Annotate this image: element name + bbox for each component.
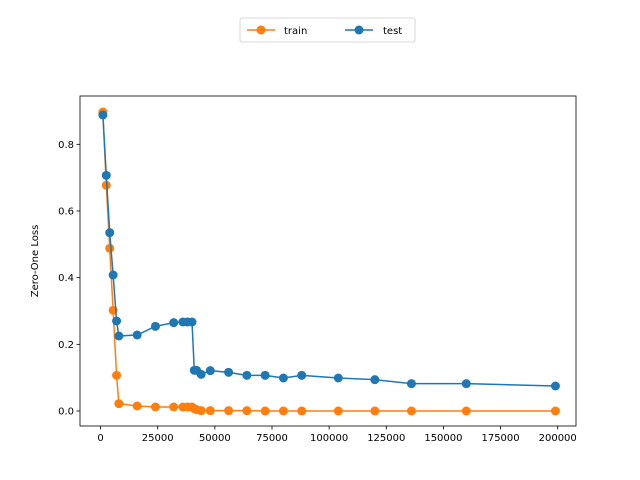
test-data-point <box>187 317 197 327</box>
train-data-point <box>196 406 206 416</box>
test-data-point <box>132 330 142 340</box>
x-tick-label: 75000 <box>256 433 288 444</box>
train-data-point <box>278 406 288 416</box>
y-tick-label: 0.2 <box>58 340 74 351</box>
train-data-point <box>169 402 179 412</box>
test-data-point <box>260 370 270 380</box>
legend-train-label: train <box>284 26 307 37</box>
test-data-point <box>196 369 206 379</box>
train-data-point <box>370 406 380 416</box>
test-data-point <box>105 228 115 238</box>
test-data-point <box>297 370 307 380</box>
legend-test-label: test <box>383 26 402 37</box>
test-data-point <box>278 373 288 383</box>
test-data-point <box>461 379 471 389</box>
test-data-point <box>112 316 122 326</box>
train-data-point <box>105 243 115 253</box>
x-tick-label: 0 <box>97 433 103 444</box>
x-tick-label: 200000 <box>539 433 577 444</box>
train-data-point <box>406 406 416 416</box>
legend-train-marker <box>256 25 266 35</box>
train-data-point <box>150 402 160 412</box>
train-data-point <box>260 406 270 416</box>
y-axis-label: Zero-One Loss <box>30 225 41 298</box>
test-data-point <box>333 373 343 383</box>
test-data-point <box>98 110 108 120</box>
x-tick-label: 25000 <box>142 433 174 444</box>
test-data-point <box>114 331 124 341</box>
test-data-point <box>370 375 380 385</box>
train-data-point <box>461 406 471 416</box>
train-data-point <box>114 399 124 409</box>
plot-area <box>98 107 560 416</box>
train-data-point <box>112 370 122 380</box>
train-data-point <box>132 401 142 411</box>
x-tick-label: 150000 <box>424 433 462 444</box>
test-data-point <box>205 366 215 376</box>
train-data-point <box>205 406 215 416</box>
test-data-point <box>108 270 118 280</box>
train-data-point <box>297 406 307 416</box>
x-axis: 0 25000 50000 75000 100000 125000 150000 175000… <box>97 426 577 444</box>
test-data-point <box>224 367 234 377</box>
train-data-point <box>333 406 343 416</box>
legend: train test <box>239 17 416 43</box>
x-tick-label: 175000 <box>481 433 519 444</box>
axes-frame <box>79 95 577 427</box>
x-tick-label: 50000 <box>199 433 231 444</box>
test-data-point <box>406 379 416 389</box>
train-data-point <box>242 406 252 416</box>
y-tick-label: 0.4 <box>58 273 74 284</box>
train-data-point <box>224 406 234 416</box>
y-axis: 0.0 0.2 0.4 0.6 0.8 <box>58 140 80 418</box>
test-data-point <box>550 381 560 391</box>
test-data-point <box>242 370 252 380</box>
x-tick-label: 100000 <box>310 433 348 444</box>
train-data-point <box>550 406 560 416</box>
y-tick-label: 0.0 <box>58 407 74 418</box>
y-tick-label: 0.8 <box>58 140 74 151</box>
x-tick-label: 125000 <box>367 433 405 444</box>
y-tick-label: 0.6 <box>58 207 74 218</box>
test-data-point <box>150 321 160 331</box>
test-data-point <box>169 318 179 328</box>
legend-test-marker <box>354 25 364 35</box>
test-data-point <box>101 170 111 180</box>
legend-box <box>239 17 416 43</box>
